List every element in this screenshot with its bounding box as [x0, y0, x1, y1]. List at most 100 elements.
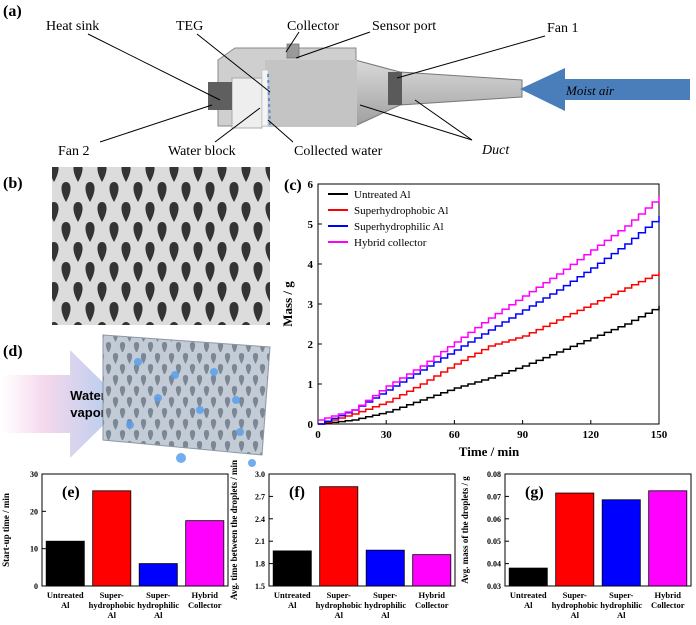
chart-g-category-label: Untreated [510, 590, 547, 600]
chart-e-category-label: hydrophilic [137, 600, 179, 610]
chart-g-bar [648, 490, 688, 587]
device-drawing [208, 43, 523, 129]
panel-g-tag: (g) [525, 484, 544, 501]
chart-f-categories: UntreatedAlSuper-hydrophobicAlSuper-hydr… [274, 590, 449, 620]
chart-f: (f) 1.51.82.12.42.73.0 UntreatedAlSuper-… [229, 460, 456, 620]
fan-1-label: Fan 1 [547, 21, 579, 36]
chart-e-category-label: Super- [100, 590, 124, 600]
chart-g-ticks: 0.03 0.04 0.05 0.06 0.07 0.08 [487, 470, 509, 591]
chart-f-category-label: Al [381, 610, 390, 620]
water-vapor-line1: Water [70, 388, 106, 403]
chart-c-xtick-label: 60 [449, 429, 461, 441]
chart-f-ytick-label: 1.8 [255, 560, 265, 569]
chart-g-categories: UntreatedAlSuper-hydrophobicAlSuper-hydr… [510, 590, 685, 620]
water-droplets [126, 358, 256, 467]
panel-f-tag: (f) [289, 484, 305, 501]
chart-c-ytick-label: 0 [308, 419, 314, 431]
chart-c-ytick-label: 2 [308, 339, 314, 351]
fan-1 [388, 72, 402, 105]
fan-2-label: Fan 2 [58, 144, 90, 159]
chart-f-category-label: Super- [327, 590, 351, 600]
chart-f-category-label: Super- [373, 590, 397, 600]
chart-e-bars [45, 490, 225, 587]
sensor-port-part [286, 43, 300, 59]
chart-e-category-label: Collector [188, 600, 222, 610]
chart-c-xtick-label: 120 [583, 429, 600, 441]
chart-e-bar [138, 563, 178, 587]
chart-f-category-label: Untreated [274, 590, 311, 600]
chart-e-frame [41, 473, 229, 587]
chart-c-xtick-label: 0 [315, 429, 321, 441]
chart-g-category-label: Al [617, 610, 626, 620]
teardrop-pattern-photo [52, 167, 270, 325]
water-block-label: Water block [168, 144, 236, 159]
chart-g-category-label: hydrophobic [552, 600, 598, 610]
chart-c-legend: Untreated Al Superhydrophobic Al Superhydr… [328, 189, 448, 249]
chart-c-xtick-label: 90 [517, 429, 529, 441]
chart-f-ytick-label: 2.4 [255, 515, 265, 524]
chart-e-category-label: Al [154, 610, 163, 620]
chart-e-categories: UntreatedAlSuper-hydrophobicAlSuper-hydr… [47, 590, 222, 620]
collected-water-label: Collected water [294, 144, 383, 159]
chart-f-ytick-label: 3.0 [255, 470, 265, 479]
chart-g: (g) 0.030.040.050.060.070.08 UntreatedAl… [460, 470, 692, 620]
chart-g-category-label: Al [524, 600, 533, 610]
chart-e-category-label: Hybrid [192, 590, 219, 600]
panel-a: (a) Moist air [3, 3, 690, 159]
chart-c-series-4 [318, 196, 660, 421]
chart-c-xlabel: Time / min [459, 444, 520, 459]
chart-g-bar [601, 499, 641, 587]
chart-g-ytick-label: 0.04 [487, 560, 501, 569]
chart-g-bars [508, 490, 688, 587]
chart-c-series [318, 196, 660, 425]
chart-e-category-label: Al [61, 600, 70, 610]
chart-c-ytick-label: 1 [308, 379, 314, 391]
chart-c-frame [317, 183, 660, 425]
chart-g-ylabel: Avg. mass of the droplets / g [460, 476, 470, 584]
chart-g-ytick-label: 0.08 [487, 470, 501, 479]
panel-a-tag: (a) [3, 3, 22, 20]
chart-c-series-1 [318, 306, 660, 425]
water-vapor-line2: vapor [70, 405, 105, 420]
sensor-port-label: Sensor port [372, 19, 436, 34]
chart-e-ytick-label: 30 [30, 470, 38, 479]
panel-e-tag: (e) [62, 484, 80, 501]
chart-f-ylabel: Avg. time between the droplets / min [229, 460, 239, 600]
chart-f-category-label: Collector [415, 600, 449, 610]
chart-f-ticks: 1.5 1.8 2.1 2.4 2.7 3.0 [255, 470, 273, 591]
chart-e-category-label: Super- [146, 590, 170, 600]
chart-e-category-label: hydrophobic [89, 600, 135, 610]
panel-d-tag: (d) [3, 343, 23, 360]
teg-part [261, 69, 269, 127]
chart-g-ytick-label: 0.03 [487, 582, 501, 591]
chart-g-bar [555, 492, 595, 587]
heat-sink-label: Heat sink [46, 19, 99, 34]
chart-g-category-label: Collector [651, 600, 685, 610]
chart-f-category-label: Al [288, 600, 297, 610]
chart-c: (c) 0 30 60 90 120 150 0 1 2 3 4 5 6 Untreated Al Sup… [280, 177, 668, 459]
chart-g-ytick-label: 0.05 [487, 537, 501, 546]
chart-e-bar [185, 520, 225, 587]
moist-air-arrow [520, 68, 690, 111]
chart-f-bar [272, 550, 312, 587]
collector-surface [267, 73, 271, 126]
chart-f-ytick-label: 2.1 [255, 537, 265, 546]
panel-c-tag: (c) [284, 177, 302, 194]
moist-air-label: Moist air [565, 83, 615, 98]
chart-g-category-label: Super- [563, 590, 587, 600]
chart-g-frame [504, 473, 692, 587]
chamber-front [265, 60, 357, 126]
panel-b: (b) [3, 167, 270, 325]
chart-e-bar [45, 540, 85, 587]
chart-e-category-label: Untreated [47, 590, 84, 600]
chart-c-ytick-label: 3 [308, 299, 314, 311]
collector-sheet [102, 334, 271, 456]
chart-c-legend-label: Superhydrophobic Al [354, 205, 448, 217]
chart-c-legend-label: Hybrid collector [354, 237, 427, 249]
teg-label: TEG [176, 19, 203, 34]
chart-f-category-label: Hybrid [419, 590, 446, 600]
chart-e-ytick-label: 0 [34, 582, 38, 591]
chart-e-bar [92, 490, 132, 587]
